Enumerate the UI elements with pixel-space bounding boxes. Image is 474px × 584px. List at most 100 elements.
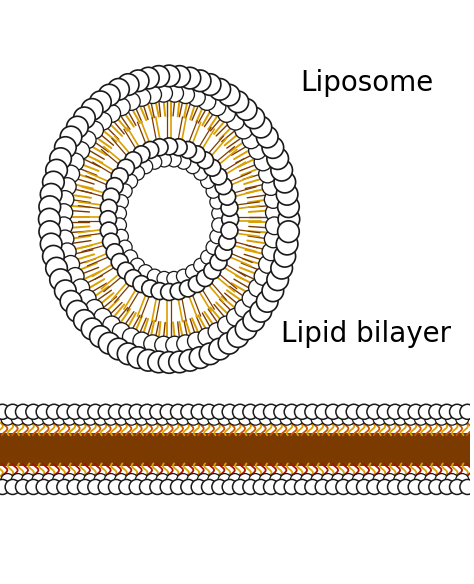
Circle shape: [425, 412, 438, 425]
Circle shape: [393, 412, 407, 425]
Circle shape: [249, 142, 266, 159]
Circle shape: [456, 412, 469, 425]
Circle shape: [278, 196, 299, 217]
FancyBboxPatch shape: [0, 433, 470, 466]
Circle shape: [5, 404, 20, 419]
Circle shape: [129, 404, 144, 419]
Circle shape: [262, 137, 283, 158]
Circle shape: [55, 217, 73, 235]
Circle shape: [250, 301, 272, 322]
Circle shape: [55, 204, 73, 221]
Circle shape: [233, 479, 247, 495]
Circle shape: [158, 352, 180, 373]
Circle shape: [228, 412, 241, 425]
Circle shape: [102, 233, 119, 250]
Circle shape: [109, 479, 124, 495]
Circle shape: [177, 474, 190, 487]
Circle shape: [83, 412, 97, 425]
Text: Lipid bilayer: Lipid bilayer: [282, 320, 451, 348]
Circle shape: [66, 153, 84, 171]
Circle shape: [194, 166, 208, 180]
Circle shape: [63, 412, 76, 425]
Circle shape: [185, 159, 200, 173]
Circle shape: [108, 338, 129, 360]
Circle shape: [166, 85, 183, 102]
Circle shape: [16, 404, 30, 419]
Circle shape: [32, 474, 45, 487]
Circle shape: [294, 404, 310, 419]
Circle shape: [60, 126, 82, 148]
Circle shape: [36, 404, 51, 419]
Circle shape: [274, 171, 296, 193]
Circle shape: [276, 183, 298, 205]
Circle shape: [301, 412, 314, 425]
Circle shape: [445, 412, 458, 425]
Circle shape: [60, 291, 82, 312]
Circle shape: [82, 318, 103, 340]
Circle shape: [249, 279, 266, 297]
Circle shape: [161, 284, 178, 300]
Circle shape: [123, 250, 137, 264]
Circle shape: [82, 99, 103, 120]
Circle shape: [332, 474, 345, 487]
Circle shape: [144, 335, 162, 353]
Circle shape: [242, 290, 260, 307]
Circle shape: [429, 404, 444, 419]
Circle shape: [125, 152, 142, 169]
Circle shape: [435, 474, 448, 487]
Circle shape: [129, 479, 144, 495]
Circle shape: [11, 412, 25, 425]
Circle shape: [130, 166, 145, 180]
Circle shape: [22, 412, 35, 425]
Circle shape: [210, 168, 227, 185]
Circle shape: [146, 412, 159, 425]
Circle shape: [99, 84, 120, 106]
Circle shape: [155, 85, 173, 102]
Circle shape: [218, 474, 231, 487]
Circle shape: [212, 404, 227, 419]
Circle shape: [218, 412, 231, 425]
Circle shape: [449, 479, 465, 495]
Circle shape: [326, 404, 341, 419]
Circle shape: [157, 152, 172, 167]
Circle shape: [201, 250, 215, 264]
Circle shape: [210, 230, 224, 244]
Circle shape: [336, 479, 351, 495]
Circle shape: [166, 336, 183, 354]
Circle shape: [219, 233, 236, 250]
Circle shape: [125, 270, 142, 287]
Circle shape: [346, 404, 361, 419]
Circle shape: [439, 479, 454, 495]
Circle shape: [108, 78, 129, 100]
Circle shape: [167, 272, 181, 286]
Circle shape: [367, 404, 382, 419]
Circle shape: [315, 479, 330, 495]
Circle shape: [88, 404, 103, 419]
Circle shape: [26, 404, 41, 419]
Circle shape: [356, 404, 372, 419]
Circle shape: [222, 479, 237, 495]
Circle shape: [209, 338, 230, 360]
Circle shape: [243, 310, 264, 331]
Circle shape: [198, 328, 216, 346]
Circle shape: [191, 479, 206, 495]
Circle shape: [221, 222, 238, 239]
Circle shape: [198, 93, 216, 110]
Circle shape: [264, 190, 282, 208]
Circle shape: [460, 404, 474, 419]
Circle shape: [301, 474, 314, 487]
Circle shape: [73, 107, 95, 128]
Circle shape: [169, 351, 191, 373]
Circle shape: [262, 178, 280, 196]
Circle shape: [166, 412, 180, 425]
Circle shape: [62, 165, 80, 183]
Circle shape: [270, 412, 283, 425]
Circle shape: [235, 99, 257, 120]
Circle shape: [73, 310, 95, 331]
Circle shape: [46, 159, 67, 181]
Circle shape: [222, 404, 237, 419]
Circle shape: [138, 159, 153, 173]
Circle shape: [115, 474, 128, 487]
Circle shape: [83, 474, 97, 487]
Circle shape: [243, 479, 258, 495]
